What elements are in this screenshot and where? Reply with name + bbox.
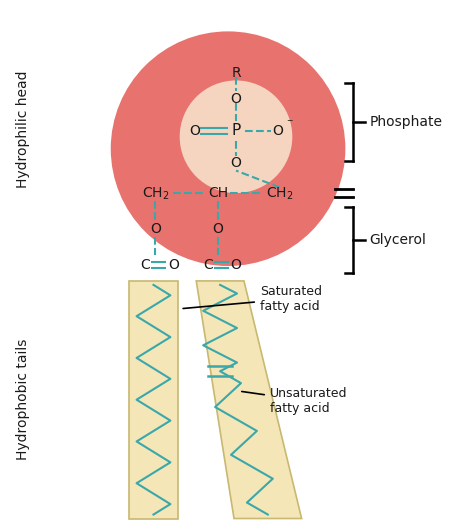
Text: CH: CH (208, 186, 228, 201)
Text: Saturated
fatty acid: Saturated fatty acid (183, 285, 322, 313)
Text: CH$_2$: CH$_2$ (266, 185, 293, 202)
Text: Hydrophobic tails: Hydrophobic tails (16, 339, 30, 460)
Text: Unsaturated
fatty acid: Unsaturated fatty acid (242, 387, 347, 415)
Text: P: P (231, 123, 241, 138)
Text: O: O (189, 124, 200, 138)
Text: O: O (230, 155, 241, 170)
Text: O: O (213, 222, 224, 236)
Text: O: O (230, 258, 241, 272)
Circle shape (180, 80, 292, 193)
Text: O: O (150, 222, 161, 236)
Polygon shape (196, 281, 301, 519)
Text: Hydrophilic head: Hydrophilic head (16, 70, 30, 188)
Polygon shape (128, 281, 178, 519)
Text: C: C (141, 258, 150, 272)
Text: C: C (203, 258, 213, 272)
Text: CH$_2$: CH$_2$ (142, 185, 169, 202)
Text: Glycerol: Glycerol (369, 233, 426, 247)
Text: $^{-}$: $^{-}$ (286, 118, 293, 128)
Circle shape (111, 31, 346, 266)
Text: O: O (230, 92, 241, 106)
Text: O: O (168, 258, 179, 272)
Text: O: O (273, 124, 283, 138)
Text: Phosphate: Phosphate (369, 115, 442, 129)
Text: R: R (231, 66, 241, 80)
